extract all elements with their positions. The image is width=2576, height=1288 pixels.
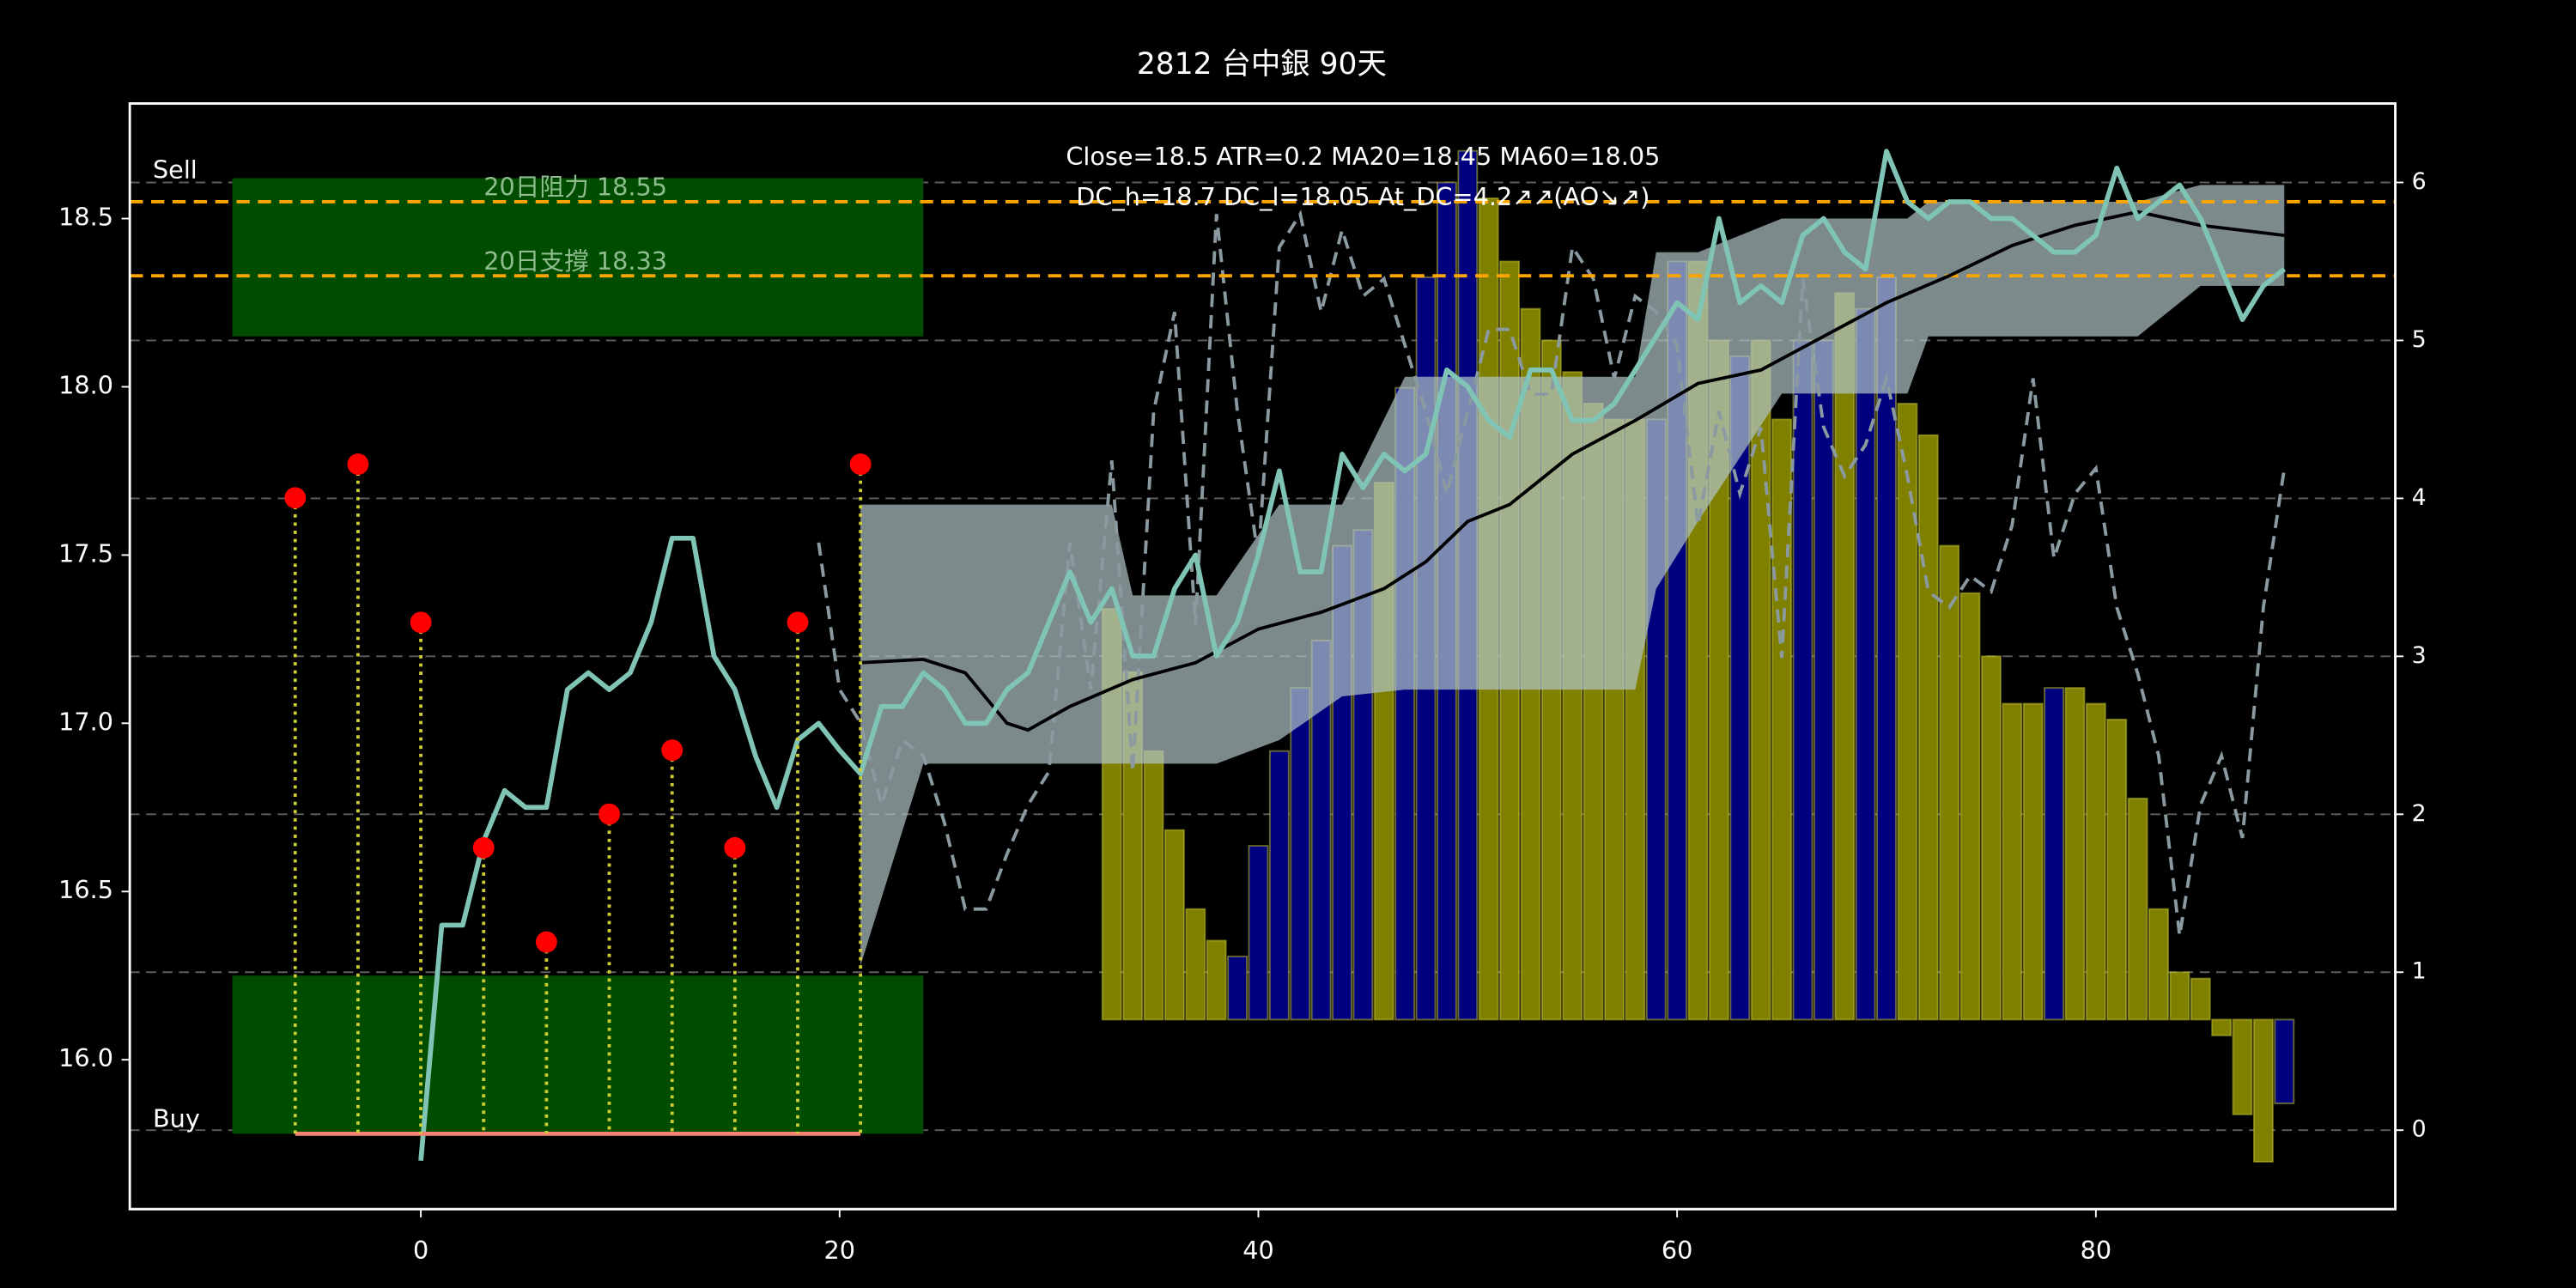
- chart-title: 2812 台中銀 90天: [1137, 47, 1387, 82]
- histogram-bar: [2252, 1018, 2274, 1163]
- histogram-bar: [1855, 307, 1876, 1021]
- histogram-bar: [2064, 687, 2086, 1021]
- histogram-bar: [1143, 750, 1164, 1021]
- histogram-bar: [1959, 592, 1981, 1021]
- zone: [232, 975, 924, 1134]
- histogram-bar: [2002, 702, 2023, 1021]
- histogram-bar: [1185, 908, 1206, 1021]
- x-tick-label: 20: [824, 1236, 856, 1265]
- histogram-bar: [2127, 797, 2148, 1021]
- level-label: 20日阻力 18.55: [483, 173, 667, 202]
- signal-dot: [724, 836, 746, 859]
- histogram-bar: [2232, 1018, 2253, 1115]
- histogram-bar: [2044, 687, 2065, 1021]
- histogram-bar: [1897, 403, 1918, 1021]
- annotation: DC_h=18.7 DC_l=18.05 At_DC=4.2↗↗(AO↘↗): [1076, 182, 1649, 211]
- y2-tick-label: 5: [2412, 326, 2427, 353]
- oscillator-line: [817, 210, 2287, 937]
- annotation: Sell: [153, 155, 197, 185]
- close-line: [418, 149, 2287, 1161]
- annotation: Buy: [153, 1104, 200, 1133]
- ma20-line: [860, 210, 2285, 732]
- channel-band: [860, 185, 2285, 966]
- y-tick-label: 18.0: [58, 370, 113, 399]
- x-tick-label: 60: [1662, 1236, 1693, 1265]
- histogram-bar: [2190, 977, 2211, 1021]
- histogram-bar: [1206, 939, 1227, 1021]
- y-tick-label: 16.5: [58, 875, 113, 904]
- signal-dot: [284, 487, 307, 509]
- histogram-bar: [1268, 750, 1290, 1021]
- y2-tick-label: 0: [2412, 1116, 2427, 1143]
- histogram-bar: [2211, 1018, 2233, 1036]
- y2-tick-label: 1: [2412, 958, 2427, 985]
- y-tick-label: 16.0: [58, 1043, 113, 1072]
- histogram-bar: [2274, 1018, 2295, 1104]
- histogram-bar: [2022, 702, 2044, 1021]
- x-tick-label: 80: [2081, 1236, 2112, 1265]
- y2-tick-label: 2: [2412, 800, 2427, 827]
- level-label: 20日支撐 18.33: [483, 246, 667, 276]
- histogram-bar: [1227, 955, 1249, 1021]
- histogram-bar: [1939, 544, 1960, 1021]
- histogram-bar: [1290, 687, 1311, 1021]
- y-tick-label: 17.0: [58, 707, 113, 736]
- histogram-bar: [1834, 292, 1856, 1021]
- histogram-bar: [2106, 718, 2128, 1021]
- histogram-bar: [1813, 339, 1834, 1021]
- signal-dot: [849, 453, 872, 476]
- signal-dot: [598, 803, 620, 825]
- signal-dot: [410, 611, 432, 634]
- histogram-bar: [1917, 434, 1939, 1021]
- histogram-bar: [2085, 702, 2106, 1021]
- signal-dot: [661, 739, 683, 762]
- y-tick-label: 18.5: [58, 203, 113, 232]
- x-tick-label: 40: [1242, 1236, 1274, 1265]
- y2-tick-label: 6: [2412, 168, 2427, 195]
- signal-dot: [535, 931, 557, 953]
- histogram-bar: [1792, 339, 1814, 1021]
- plot-frame: [128, 102, 2397, 1211]
- y-tick-label: 17.5: [58, 538, 113, 568]
- histogram-bar: [2169, 971, 2190, 1021]
- histogram-bar: [2148, 908, 2169, 1021]
- signal-dot: [472, 836, 495, 859]
- signal-dot: [347, 453, 369, 476]
- annotation: Close=18.5 ATR=0.2 MA20=18.45 MA60=18.05: [1066, 142, 1660, 171]
- signal-dot: [787, 611, 809, 634]
- y2-tick-label: 4: [2412, 484, 2427, 511]
- y2-tick-label: 3: [2412, 642, 2427, 669]
- histogram-bar: [1248, 845, 1269, 1021]
- zone: [232, 178, 924, 337]
- histogram-bar: [1980, 655, 2002, 1021]
- histogram-bar: [1164, 829, 1185, 1021]
- x-tick-label: 0: [413, 1236, 428, 1265]
